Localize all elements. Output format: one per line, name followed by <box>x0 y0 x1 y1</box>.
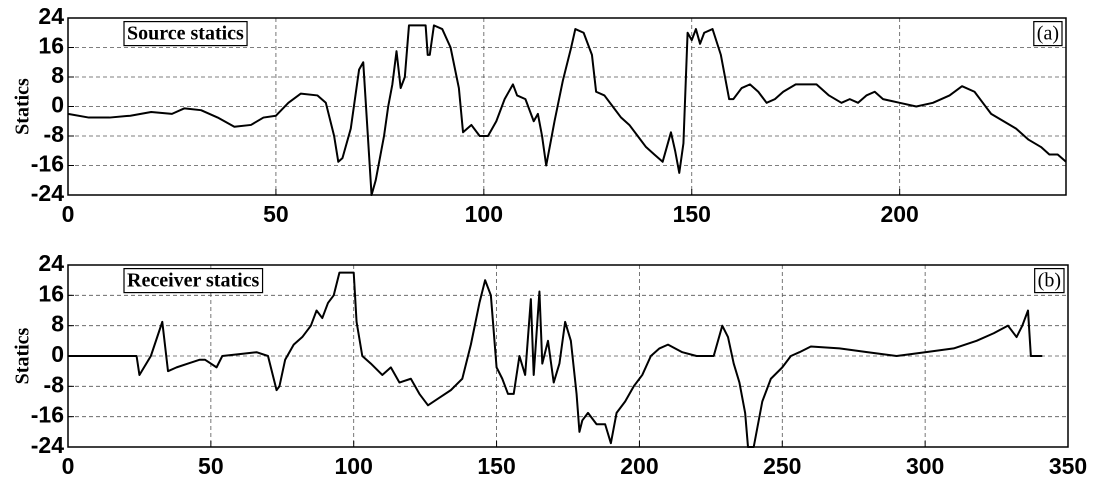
y-tick-label: 16 <box>38 280 64 306</box>
y-tick-label: 16 <box>38 33 64 59</box>
data-line <box>68 271 1043 448</box>
y-tick-label: -16 <box>31 402 64 428</box>
x-tick-label: 100 <box>465 201 503 227</box>
x-tick-label: 300 <box>906 453 944 479</box>
plot-frame <box>67 17 1067 196</box>
x-tick-label: 0 <box>62 201 75 227</box>
panel-annotation: (b) <box>1038 270 1061 292</box>
x-tick-label: 150 <box>477 453 515 479</box>
y-tick-label: 8 <box>51 62 64 88</box>
panel-annotation-box <box>1034 267 1065 294</box>
x-tick-label: 350 <box>1049 453 1087 479</box>
y-tick-label: 0 <box>51 92 64 118</box>
y-tick-label: -8 <box>44 371 65 397</box>
y-tick-label: -24 <box>31 180 64 206</box>
y-tick-label: 0 <box>51 341 64 367</box>
x-tick-label: 50 <box>198 453 224 479</box>
y-tick-label: -24 <box>31 432 64 458</box>
x-tick-label: 0 <box>62 453 75 479</box>
panel-annotation: (a) <box>1037 23 1059 45</box>
data-line <box>67 24 1067 196</box>
y-axis-label: Statics <box>12 78 34 135</box>
y-axis-label: Statics <box>12 327 34 384</box>
y-tick-label: -8 <box>44 121 65 147</box>
x-tick-label: 200 <box>880 201 918 227</box>
panel-title-box <box>123 20 248 47</box>
x-tick-label: 150 <box>673 201 711 227</box>
panel-title: Receiver statics <box>127 270 260 292</box>
panel-annotation-group: (b) <box>1034 267 1065 294</box>
y-tick-label: 24 <box>38 3 64 29</box>
panel-title: Source statics <box>127 23 244 45</box>
x-tick-label: 50 <box>263 201 289 227</box>
panel-title-group: Receiver statics <box>123 267 264 294</box>
panel-title-box <box>123 267 264 294</box>
panel-annotation-box <box>1033 20 1063 47</box>
x-tick-label: 100 <box>335 453 373 479</box>
y-tick-label: 8 <box>51 311 64 337</box>
panel-title-group: Source statics <box>123 20 248 47</box>
panel-annotation-group: (a) <box>1033 20 1063 47</box>
x-tick-label: 250 <box>763 453 801 479</box>
x-tick-label: 200 <box>620 453 658 479</box>
y-tick-label: 24 <box>38 250 64 276</box>
y-tick-label: -16 <box>31 151 64 177</box>
